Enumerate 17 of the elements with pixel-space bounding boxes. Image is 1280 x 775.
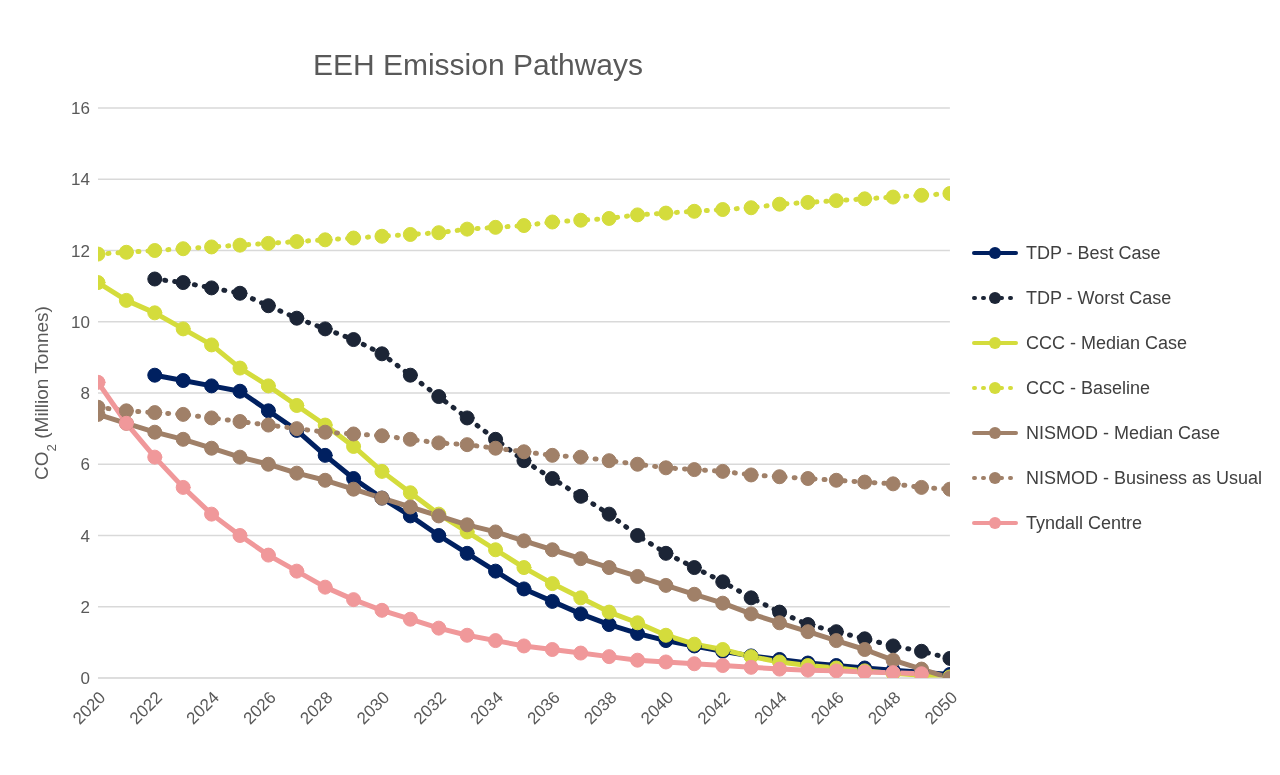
y-tick-label: 12 — [71, 241, 90, 261]
legend-label: TDP - Worst Case — [1025, 287, 1172, 309]
legend-label: CCC - Baseline — [1025, 377, 1150, 399]
y-tick-label: 6 — [80, 455, 90, 475]
y-tick-label: 14 — [71, 170, 90, 190]
y-tick-label: 4 — [80, 526, 90, 546]
legend-label: NISMOD - Business as Usual — [1025, 467, 1262, 489]
legend-label: NISMOD - Median Case — [1025, 422, 1220, 444]
y-tick-label: 8 — [80, 384, 90, 404]
y-tick-label: 10 — [71, 312, 90, 332]
y-tick-label: 16 — [71, 99, 90, 119]
y-tick-label: 0 — [80, 669, 90, 689]
legend-label: TDP - Best Case — [1025, 242, 1161, 264]
chart-title: EEH Emission Pathways — [311, 48, 645, 82]
legend-label: Tyndall Centre — [1025, 512, 1142, 534]
legend-label: CCC - Median Case — [1025, 332, 1187, 354]
y-tick-label: 2 — [80, 597, 90, 617]
